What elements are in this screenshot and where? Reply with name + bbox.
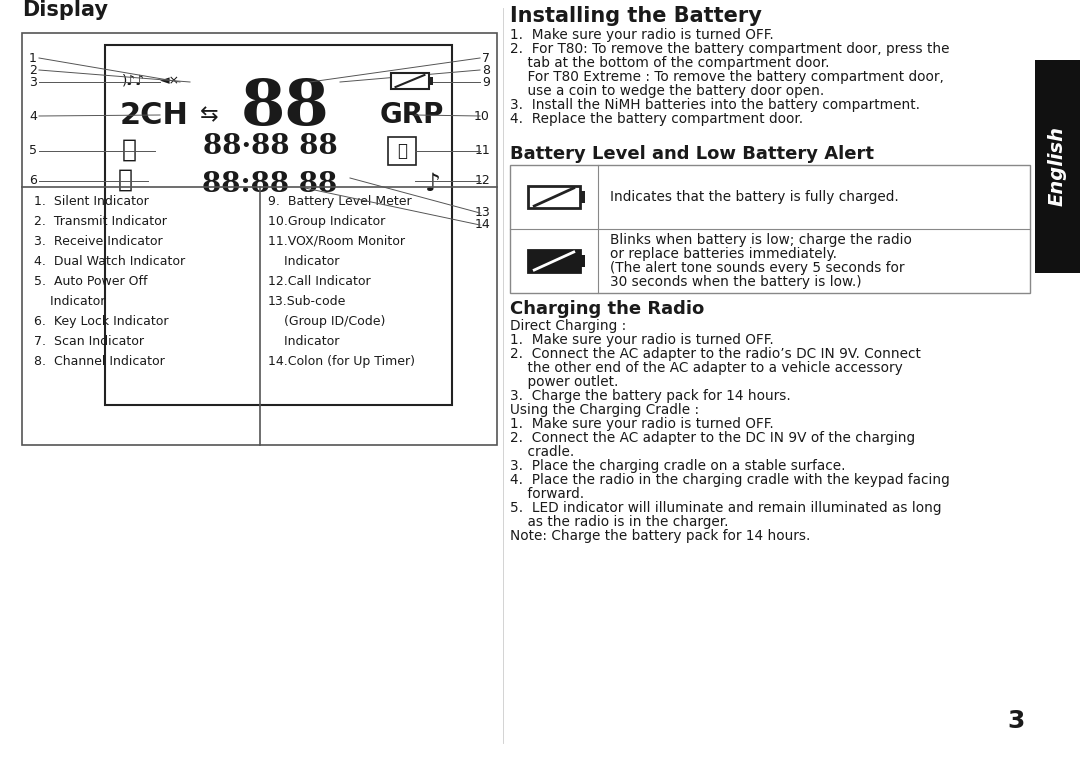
Bar bbox=[105, 45, 453, 405]
Text: 1.  Make sure your radio is turned OFF.: 1. Make sure your radio is turned OFF. bbox=[510, 28, 773, 42]
Text: 12.Call Indicator: 12.Call Indicator bbox=[268, 275, 370, 288]
Text: 2.  Connect the AC adapter to the radio’s DC IN 9V. Connect: 2. Connect the AC adapter to the radio’s… bbox=[510, 347, 921, 361]
Text: forward.: forward. bbox=[510, 487, 584, 501]
Text: 9: 9 bbox=[482, 76, 490, 89]
Text: 1: 1 bbox=[29, 51, 37, 65]
Bar bbox=[391, 73, 429, 89]
Text: ♪: ♪ bbox=[426, 172, 441, 196]
Text: Display: Display bbox=[22, 0, 108, 20]
Text: the other end of the AC adapter to a vehicle accessory: the other end of the AC adapter to a veh… bbox=[510, 361, 903, 375]
Text: 7: 7 bbox=[482, 51, 490, 65]
Text: 88:88 88: 88:88 88 bbox=[202, 170, 338, 198]
Text: 7.  Scan Indicator: 7. Scan Indicator bbox=[33, 335, 144, 348]
Bar bbox=[580, 255, 585, 267]
Text: 5.  LED indicator will illuminate and remain illuminated as long: 5. LED indicator will illuminate and rem… bbox=[510, 501, 942, 515]
Text: 8: 8 bbox=[482, 63, 490, 76]
Text: Using the Charging Cradle :: Using the Charging Cradle : bbox=[510, 403, 699, 417]
Text: 4.  Place the radio in the charging cradle with the keypad facing: 4. Place the radio in the charging cradl… bbox=[510, 473, 949, 487]
Text: 2.  For T80: To remove the battery compartment door, press the: 2. For T80: To remove the battery compar… bbox=[510, 42, 949, 56]
Text: 1.  Make sure your radio is turned OFF.: 1. Make sure your radio is turned OFF. bbox=[510, 333, 773, 347]
Text: 4.  Replace the battery compartment door.: 4. Replace the battery compartment door. bbox=[510, 112, 804, 126]
Text: 3.  Place the charging cradle on a stable surface.: 3. Place the charging cradle on a stable… bbox=[510, 459, 846, 473]
Text: 2CH: 2CH bbox=[120, 101, 189, 130]
Text: 8.  Channel Indicator: 8. Channel Indicator bbox=[33, 355, 165, 368]
Bar bbox=[528, 186, 580, 208]
Text: 1.  Silent Indicator: 1. Silent Indicator bbox=[33, 195, 149, 208]
Text: For T80 Extreme : To remove the battery compartment door,: For T80 Extreme : To remove the battery … bbox=[510, 70, 944, 84]
Text: 1.  Make sure your radio is turned OFF.: 1. Make sure your radio is turned OFF. bbox=[510, 417, 773, 431]
Text: )♪♪: )♪♪ bbox=[122, 74, 145, 88]
Text: 11: 11 bbox=[474, 144, 490, 157]
Text: ◄×: ◄× bbox=[160, 75, 180, 88]
Text: 2.  Transmit Indicator: 2. Transmit Indicator bbox=[33, 215, 167, 228]
Text: power outlet.: power outlet. bbox=[510, 375, 619, 389]
Text: English: English bbox=[1048, 127, 1067, 207]
Text: 13: 13 bbox=[474, 207, 490, 220]
Text: (The alert tone sounds every 5 seconds for: (The alert tone sounds every 5 seconds f… bbox=[610, 261, 905, 275]
Text: or replace batteries immediately.: or replace batteries immediately. bbox=[610, 247, 837, 261]
Text: 88·88 88: 88·88 88 bbox=[203, 133, 337, 159]
Text: 🔒: 🔒 bbox=[118, 168, 133, 192]
Text: 13.Sub-code: 13.Sub-code bbox=[268, 295, 346, 308]
Text: 10: 10 bbox=[474, 110, 490, 123]
Text: 6: 6 bbox=[29, 175, 37, 188]
Text: ⇆: ⇆ bbox=[200, 105, 218, 125]
Text: 88: 88 bbox=[241, 76, 329, 137]
Text: ⛹: ⛹ bbox=[397, 142, 407, 160]
Text: cradle.: cradle. bbox=[510, 445, 575, 459]
Text: 3: 3 bbox=[1008, 709, 1025, 733]
Bar bbox=[429, 76, 432, 85]
Bar bbox=[22, 33, 497, 445]
Text: Indicator: Indicator bbox=[268, 335, 339, 348]
Text: 14.Colon (for Up Timer): 14.Colon (for Up Timer) bbox=[268, 355, 415, 368]
Text: 12: 12 bbox=[474, 175, 490, 188]
Text: 3.  Receive Indicator: 3. Receive Indicator bbox=[33, 235, 163, 248]
Text: 2.  Connect the AC adapter to the DC IN 9V of the charging: 2. Connect the AC adapter to the DC IN 9… bbox=[510, 431, 915, 445]
Bar bbox=[388, 137, 416, 165]
Text: 6.  Key Lock Indicator: 6. Key Lock Indicator bbox=[33, 315, 168, 328]
Text: GRP: GRP bbox=[380, 101, 444, 129]
Text: 14: 14 bbox=[474, 218, 490, 231]
Bar bbox=[1035, 60, 1080, 273]
Text: 2: 2 bbox=[29, 63, 37, 76]
Bar bbox=[528, 250, 580, 272]
Text: (Group ID/Code): (Group ID/Code) bbox=[268, 315, 384, 328]
Text: 3.  Charge the battery pack for 14 hours.: 3. Charge the battery pack for 14 hours. bbox=[510, 389, 791, 403]
Text: 9.  Battery Level Meter: 9. Battery Level Meter bbox=[268, 195, 411, 208]
Text: 10.Group Indicator: 10.Group Indicator bbox=[268, 215, 384, 228]
Text: Indicator: Indicator bbox=[33, 295, 106, 308]
Text: 5: 5 bbox=[29, 144, 37, 157]
Text: Indicates that the battery is fully charged.: Indicates that the battery is fully char… bbox=[610, 190, 899, 204]
Text: 4.  Dual Watch Indicator: 4. Dual Watch Indicator bbox=[33, 255, 185, 268]
Text: 3.  Install the NiMH batteries into the battery compartment.: 3. Install the NiMH batteries into the b… bbox=[510, 98, 920, 112]
Text: Direct Charging :: Direct Charging : bbox=[510, 319, 626, 333]
Text: 30 seconds when the battery is low.): 30 seconds when the battery is low.) bbox=[610, 275, 862, 289]
Text: 4: 4 bbox=[29, 110, 37, 123]
Text: 5.  Auto Power Off: 5. Auto Power Off bbox=[33, 275, 148, 288]
Text: tab at the bottom of the compartment door.: tab at the bottom of the compartment doo… bbox=[510, 56, 829, 70]
Text: Battery Level and Low Battery Alert: Battery Level and Low Battery Alert bbox=[510, 145, 874, 163]
Text: Blinks when battery is low; charge the radio: Blinks when battery is low; charge the r… bbox=[610, 233, 912, 247]
Text: Note: Charge the battery pack for 14 hours.: Note: Charge the battery pack for 14 hou… bbox=[510, 529, 810, 543]
Text: ⏻: ⏻ bbox=[122, 138, 137, 162]
Text: Installing the Battery: Installing the Battery bbox=[510, 6, 761, 26]
Text: Charging the Radio: Charging the Radio bbox=[510, 300, 704, 318]
Bar bbox=[510, 165, 1030, 293]
Text: use a coin to wedge the battery door open.: use a coin to wedge the battery door ope… bbox=[510, 84, 824, 98]
Text: Indicator: Indicator bbox=[268, 255, 339, 268]
Text: 11.VOX/Room Monitor: 11.VOX/Room Monitor bbox=[268, 235, 405, 248]
Text: 3: 3 bbox=[29, 76, 37, 89]
Bar bbox=[580, 191, 585, 203]
Text: as the radio is in the charger.: as the radio is in the charger. bbox=[510, 515, 729, 529]
